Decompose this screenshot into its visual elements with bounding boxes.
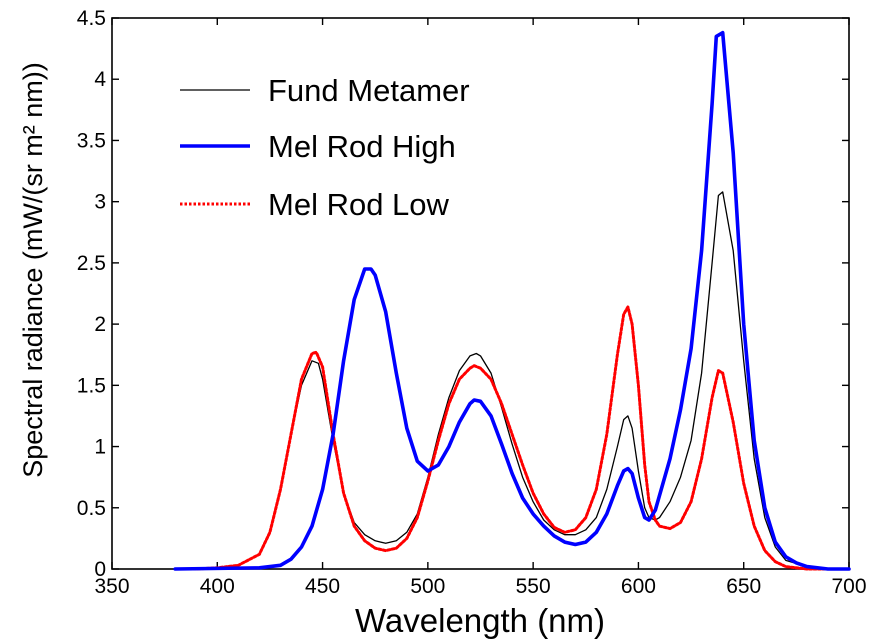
legend: Fund Metamer Mel Rod High Mel Rod Low	[180, 73, 470, 222]
legend-label: Mel Rod Low	[268, 187, 450, 222]
legend-label: Mel Rod High	[268, 129, 456, 164]
y-tick-label: 2	[94, 313, 106, 336]
x-tick-label: 700	[831, 575, 866, 598]
x-tick-labels: 350 400 450 500 550 600 650 700	[94, 575, 866, 598]
x-tick-label: 550	[516, 575, 551, 598]
series-line-mel-rod-low	[173, 305, 851, 571]
y-tick-label: 0	[94, 558, 106, 581]
y-tick-label: 1	[94, 436, 106, 459]
x-tick-label: 350	[94, 575, 129, 598]
y-tick-label: 1.5	[77, 374, 106, 397]
series-layer	[173, 30, 851, 571]
x-axis-label: Wavelength (nm)	[355, 602, 605, 639]
y-tick-label: 3	[94, 191, 106, 214]
x-tick-label: 400	[200, 575, 235, 598]
x-tick-label: 450	[305, 575, 340, 598]
series-line-mel-rod-high	[173, 30, 851, 571]
x-tick-label: 650	[726, 575, 761, 598]
plot-frame	[111, 17, 850, 570]
legend-label: Fund Metamer	[268, 73, 470, 108]
y-tick-label: 4	[94, 68, 106, 91]
series-line-fund-metamer	[174, 191, 850, 570]
y-tick-label: 3.5	[77, 129, 106, 152]
y-axis-label: Spectral radiance (mW/(sr m² nm))	[18, 62, 48, 478]
x-tick-label: 600	[621, 575, 656, 598]
y-tick-labels: 0 0.5 1 1.5 2 2.5 3 3.5 4 4.5	[77, 7, 107, 581]
y-tick-label: 0.5	[77, 497, 106, 520]
y-tick-label: 2.5	[77, 252, 106, 275]
x-tick-label: 500	[410, 575, 445, 598]
y-tick-label: 4.5	[77, 7, 106, 30]
axis-ticks	[111, 17, 850, 570]
